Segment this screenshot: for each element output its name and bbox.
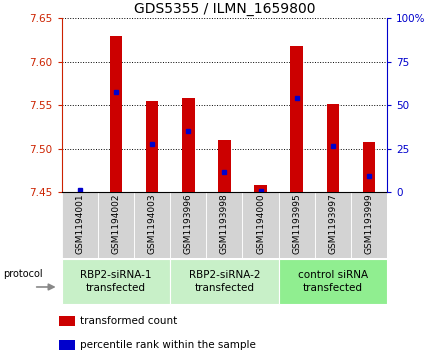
Bar xyxy=(326,103,339,192)
Bar xyxy=(290,46,303,192)
Bar xyxy=(254,185,267,192)
Bar xyxy=(59,316,74,326)
Text: protocol: protocol xyxy=(3,269,43,279)
Bar xyxy=(62,259,170,304)
Bar xyxy=(62,192,98,258)
Text: transformed count: transformed count xyxy=(80,316,177,326)
Bar xyxy=(315,192,351,258)
Text: GSM1194001: GSM1194001 xyxy=(75,193,84,254)
Bar xyxy=(170,259,279,304)
Bar xyxy=(218,140,231,192)
Bar xyxy=(279,192,315,258)
Bar xyxy=(134,192,170,258)
Text: GSM1194000: GSM1194000 xyxy=(256,193,265,254)
Text: GSM1193999: GSM1193999 xyxy=(365,193,374,254)
Bar xyxy=(279,259,387,304)
Bar xyxy=(182,98,194,192)
Bar xyxy=(351,192,387,258)
Bar xyxy=(206,192,242,258)
Text: GSM1194002: GSM1194002 xyxy=(111,193,121,254)
Bar xyxy=(363,142,375,192)
Text: RBP2-siRNA-2
transfected: RBP2-siRNA-2 transfected xyxy=(189,270,260,293)
Text: control siRNA
transfected: control siRNA transfected xyxy=(298,270,368,293)
Bar xyxy=(110,36,122,192)
Bar xyxy=(98,192,134,258)
Title: GDS5355 / ILMN_1659800: GDS5355 / ILMN_1659800 xyxy=(134,2,315,16)
Text: RBP2-siRNA-1
transfected: RBP2-siRNA-1 transfected xyxy=(80,270,152,293)
Bar xyxy=(242,192,279,258)
Text: percentile rank within the sample: percentile rank within the sample xyxy=(80,340,256,350)
Bar xyxy=(59,340,74,350)
Text: GSM1193998: GSM1193998 xyxy=(220,193,229,254)
Text: GSM1194003: GSM1194003 xyxy=(147,193,157,254)
Text: GSM1193996: GSM1193996 xyxy=(184,193,193,254)
Bar xyxy=(146,101,158,192)
Text: GSM1193995: GSM1193995 xyxy=(292,193,301,254)
Bar xyxy=(170,192,206,258)
Text: GSM1193997: GSM1193997 xyxy=(328,193,337,254)
